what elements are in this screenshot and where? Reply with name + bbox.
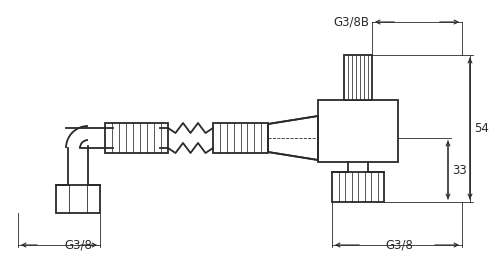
Bar — [213, 123, 268, 153]
Bar — [318, 100, 398, 162]
Bar — [105, 123, 168, 153]
Polygon shape — [268, 116, 318, 160]
Bar — [344, 55, 372, 100]
Text: G3/8: G3/8 — [385, 238, 413, 252]
Text: 33: 33 — [452, 163, 467, 177]
Text: G3/8: G3/8 — [64, 238, 92, 252]
Bar — [56, 185, 100, 213]
Bar — [332, 172, 384, 202]
Text: G3/8B: G3/8B — [333, 16, 369, 29]
Text: 54: 54 — [474, 122, 489, 135]
